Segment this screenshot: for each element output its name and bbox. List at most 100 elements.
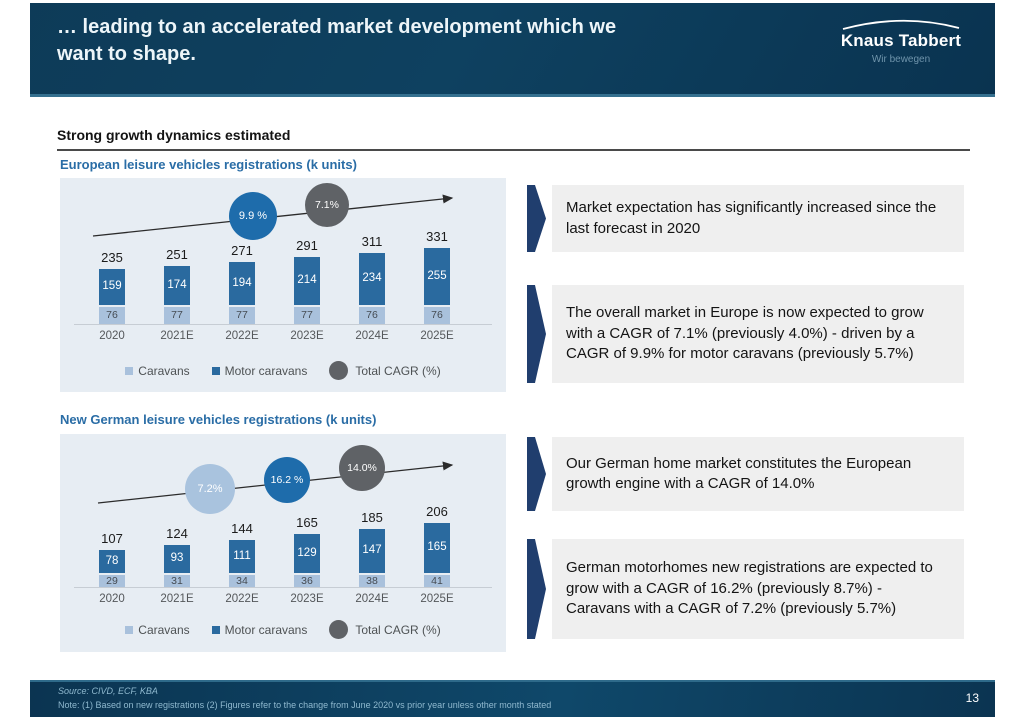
x-axis-label: 2025E <box>420 593 454 605</box>
cagr-bubble: 9.9 % <box>229 192 277 240</box>
caravans-swatch-icon <box>125 625 134 634</box>
cagr-bubble: 7.1% <box>305 183 349 227</box>
x-axis-label: 2021E <box>160 330 194 342</box>
page-title-line-2: want to shape. <box>57 43 196 65</box>
logo-wordmark: Knaus Tabbert <box>840 31 962 50</box>
bar-total-label: 144 <box>231 521 253 536</box>
bar-segment-caravans: 76 <box>99 307 125 324</box>
legend-label: Caravans <box>138 363 190 378</box>
motor-caravans-swatch-icon <box>211 366 220 375</box>
bar-total-label: 331 <box>426 229 448 244</box>
bar-total-label: 271 <box>231 243 253 258</box>
bar-segment-motor-caravans: 194 <box>229 262 255 305</box>
section-headline: Strong growth dynamics estimated <box>57 127 291 143</box>
bar-segment-motor-caravans: 159 <box>99 269 125 305</box>
logo-tagline: Wir bewegen <box>871 54 931 65</box>
bar-total-label: 107 <box>101 531 123 546</box>
x-axis-label: 2023E <box>290 593 324 605</box>
page-number: 13 <box>965 691 979 705</box>
caravans-swatch-icon <box>125 366 134 375</box>
bar-segment-motor-caravans: 174 <box>164 266 190 305</box>
page-title: … leading to an accelerated market devel… <box>57 14 616 68</box>
bar-segment-motor-caravans: 147 <box>359 529 385 573</box>
chart-german-registrations: 7.2% 16.2 % 14.0% 78 29 107 2020 93 31 124 2021E 11… <box>60 434 506 652</box>
bar-segment-caravans: 34 <box>229 575 255 587</box>
bar-segment-caravans: 38 <box>359 575 385 587</box>
bar-total-label: 185 <box>361 510 383 525</box>
bar-total-label: 251 <box>166 247 188 262</box>
legend-label: Motor caravans <box>224 622 308 637</box>
legend-item-total-cagr: Total CAGR (%) <box>329 620 441 639</box>
bar-total-label: 165 <box>296 515 318 530</box>
legend-item-motor-caravans: Motor caravans <box>211 363 308 378</box>
x-axis-label: 2020 <box>99 330 125 342</box>
insight-text: The overall market in Europe is now expe… <box>552 285 964 383</box>
chevron-right-icon <box>527 285 546 383</box>
knaus-tabbert-logo: Knaus Tabbert Wir bewegen <box>833 18 969 65</box>
page-title-line-1: … leading to an accelerated market devel… <box>57 16 617 38</box>
bar-total-label: 124 <box>166 526 188 541</box>
bar-segment-caravans: 31 <box>164 575 190 587</box>
bar-segment-caravans: 41 <box>424 575 450 587</box>
legend-label: Total CAGR (%) <box>355 363 441 378</box>
legend-item-caravans: Caravans <box>125 622 190 637</box>
legend-label: Caravans <box>138 622 190 637</box>
legend-item-motor-caravans: Motor caravans <box>211 622 308 637</box>
logo-arc-icon <box>842 19 960 30</box>
bar-total-label: 206 <box>426 504 448 519</box>
bar-segment-motor-caravans: 78 <box>99 550 125 573</box>
chart-legend: Caravans Motor caravans Total CAGR (%) <box>60 620 506 639</box>
insight-text: Our German home market constitutes the E… <box>552 437 964 511</box>
chart-legend: Caravans Motor caravans Total CAGR (%) <box>60 361 506 380</box>
bar-segment-motor-caravans: 111 <box>229 540 255 573</box>
insight-item: Market expectation has significantly inc… <box>527 185 964 252</box>
bar-total-label: 311 <box>361 234 383 249</box>
source-note: Source: CIVD, ECF, KBA <box>58 686 158 696</box>
cagr-bubble: 16.2 % <box>264 457 310 503</box>
chart-title-german: New German leisure vehicles registration… <box>60 412 377 427</box>
bar-segment-caravans: 29 <box>99 575 125 587</box>
bar-total-label: 291 <box>296 238 318 253</box>
x-axis-label: 2021E <box>160 593 194 605</box>
bar-total-label: 235 <box>101 250 123 265</box>
total-cagr-circle-icon <box>329 361 349 380</box>
headline-underline <box>57 149 970 151</box>
bar-segment-caravans: 36 <box>294 575 320 587</box>
cagr-bubble: 14.0% <box>339 445 385 491</box>
bar-segment-motor-caravans: 165 <box>424 523 450 573</box>
chevron-right-icon <box>527 539 546 639</box>
x-axis-label: 2020 <box>99 593 125 605</box>
x-axis-label: 2022E <box>225 330 259 342</box>
bar-segment-caravans: 76 <box>359 307 385 324</box>
insight-text: Market expectation has significantly inc… <box>552 185 964 252</box>
bar-segment-caravans: 77 <box>229 307 255 324</box>
x-axis-label: 2024E <box>355 330 389 342</box>
cagr-bubble: 7.2% <box>185 464 235 514</box>
legend-label: Motor caravans <box>224 363 308 378</box>
bar-segment-caravans: 76 <box>424 307 450 324</box>
header-bar: … leading to an accelerated market devel… <box>30 3 995 97</box>
bar-segment-motor-caravans: 234 <box>359 253 385 305</box>
x-axis-label: 2024E <box>355 593 389 605</box>
bar-segment-motor-caravans: 129 <box>294 534 320 573</box>
footnote: Note: (1) Based on new registrations (2)… <box>58 700 552 710</box>
bar-segment-caravans: 77 <box>164 307 190 324</box>
x-axis-label: 2025E <box>420 330 454 342</box>
bar-segment-motor-caravans: 214 <box>294 257 320 305</box>
footer-bar: Source: CIVD, ECF, KBA Note: (1) Based o… <box>30 680 995 717</box>
legend-item-caravans: Caravans <box>125 363 190 378</box>
chevron-right-icon <box>527 437 546 511</box>
insight-item: The overall market in Europe is now expe… <box>527 285 964 383</box>
insight-item: Our German home market constitutes the E… <box>527 437 964 511</box>
chart-baseline <box>74 587 492 588</box>
bar-segment-caravans: 77 <box>294 307 320 324</box>
motor-caravans-swatch-icon <box>211 625 220 634</box>
insight-item: German motorhomes new registrations are … <box>527 539 964 639</box>
x-axis-label: 2023E <box>290 330 324 342</box>
x-axis-label: 2022E <box>225 593 259 605</box>
legend-item-total-cagr: Total CAGR (%) <box>329 361 441 380</box>
chart-baseline <box>74 324 492 325</box>
chart-title-european: European leisure vehicles registrations … <box>60 157 357 172</box>
total-cagr-circle-icon <box>329 620 349 639</box>
bar-segment-motor-caravans: 255 <box>424 248 450 305</box>
